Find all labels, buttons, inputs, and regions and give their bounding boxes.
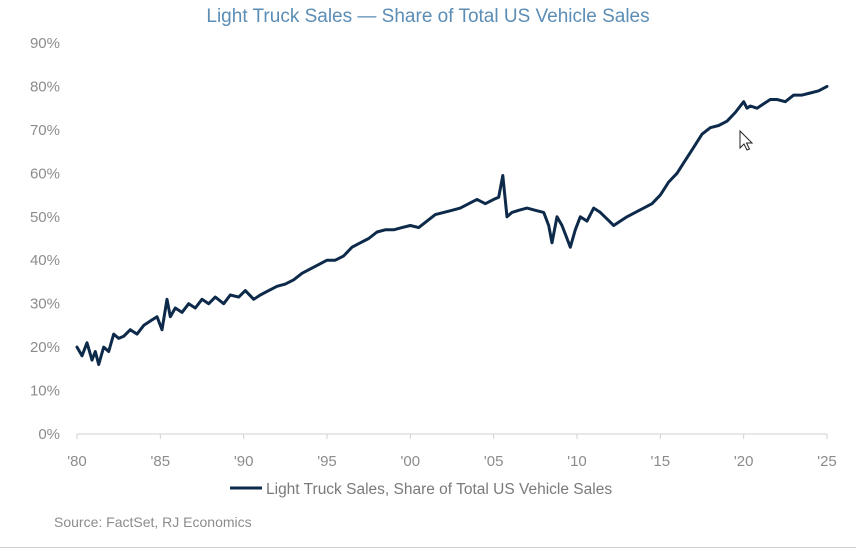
chart-title: Light Truck Sales — Share of Total US Ve…	[206, 6, 650, 27]
x-tick-label: '10	[567, 453, 587, 470]
y-tick-label: 10%	[30, 383, 60, 400]
x-axis	[76, 433, 828, 439]
y-tick-label: 90%	[30, 35, 60, 52]
x-tick-label: '15	[651, 453, 671, 470]
series-line	[75, 84, 829, 366]
x-tick-label: '05	[484, 453, 504, 470]
y-tick-label: 20%	[30, 339, 60, 356]
legend-label: Light Truck Sales, Share of Total US Veh…	[266, 481, 612, 498]
y-tick-label: 40%	[30, 252, 60, 269]
x-tick-label: '00	[401, 453, 421, 470]
y-tick-label: 70%	[30, 122, 60, 139]
y-axis-labels: 0% 10% 20% 30% 40% 50% 60% 70% 80% 90%	[30, 35, 60, 443]
x-tick-label: '80	[67, 453, 87, 470]
series-layer	[75, 84, 829, 366]
mouse-cursor-icon	[739, 129, 754, 151]
y-tick-label: 0%	[38, 426, 60, 443]
source-note: Source: FactSet, RJ Economics	[54, 514, 252, 530]
x-tick-label: '20	[734, 453, 754, 470]
legend: Light Truck Sales, Share of Total US Veh…	[230, 481, 612, 498]
x-tick-label: '25	[817, 453, 837, 470]
x-tick-label: '95	[317, 453, 337, 470]
y-tick-label: 60%	[30, 165, 60, 182]
y-tick-label: 50%	[30, 209, 60, 226]
x-axis-labels: '80 '85 '90 '95 '00 '05 '10 '15 '20 '25	[67, 453, 837, 470]
x-tick-label: '85	[151, 453, 171, 470]
y-tick-label: 30%	[30, 296, 60, 313]
x-tick-label: '90	[234, 453, 254, 470]
y-tick-label: 80%	[30, 78, 60, 95]
bottom-divider	[0, 547, 856, 548]
